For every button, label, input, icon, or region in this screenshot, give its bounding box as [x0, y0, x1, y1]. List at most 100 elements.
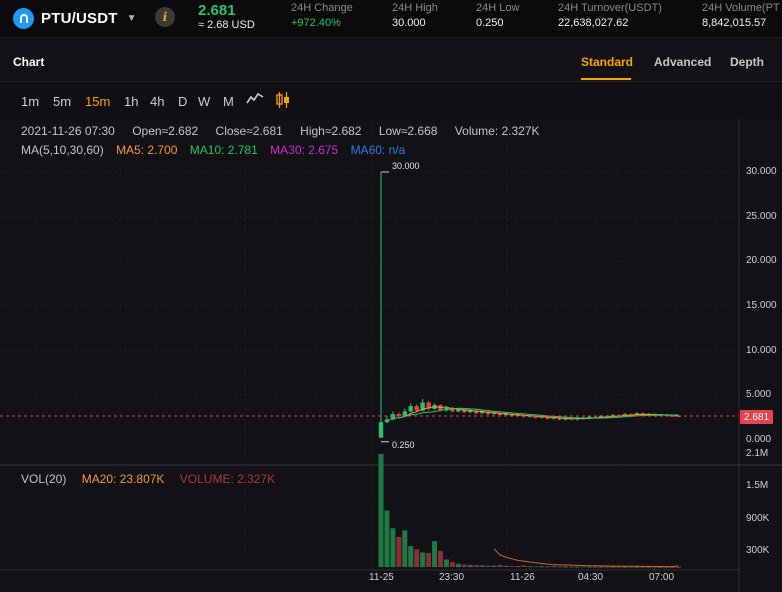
volume-bar: [503, 565, 509, 567]
volume-bar: [491, 565, 497, 567]
candle-body: [557, 417, 562, 420]
tab-depth[interactable]: Depth: [730, 55, 764, 69]
volume-ma20-line: [493, 548, 679, 568]
time-axis-label: 11-25: [369, 572, 394, 583]
ma-label: MA(5,10,30,60): [21, 143, 104, 157]
ma30-value: MA30: 2.675: [270, 143, 339, 157]
volume-bar: [658, 566, 664, 568]
volume-bar: [670, 566, 676, 568]
candle-body: [593, 416, 598, 418]
volume-bar: [551, 566, 557, 568]
time-axis-label: 07:00: [649, 572, 675, 583]
volume-axis-label: 2.1M: [746, 448, 769, 459]
volume-bar: [604, 566, 610, 568]
volume-bar: [509, 565, 515, 567]
current-price-tag: 2.681: [740, 410, 773, 424]
volume-bar: [390, 528, 396, 567]
volume-bar: [676, 566, 681, 568]
info-icon[interactable]: i: [155, 7, 175, 27]
volume-bar: [521, 565, 527, 567]
tab-standard[interactable]: Standard: [581, 55, 634, 69]
volume-bar: [592, 566, 598, 568]
candle-body: [414, 406, 419, 411]
volume-bar: [402, 530, 408, 567]
price-axis-label: 15.000: [746, 300, 777, 311]
price-axis-label: 10.000: [746, 344, 777, 356]
ohlc-time: 2021-11-26 07:30: [21, 124, 115, 138]
ma-legend: MA(5,10,30,60) MA5: 2.700 MA10: 2.781 MA…: [21, 143, 414, 157]
interval-4h[interactable]: 4h: [150, 94, 165, 109]
volume-bar: [408, 546, 414, 567]
candle-body: [533, 415, 538, 418]
candle-body: [491, 413, 497, 415]
ma10-line: [386, 407, 679, 422]
candlestick-chart[interactable]: 30.000 0.250: [0, 119, 782, 592]
interval-m[interactable]: M: [223, 94, 234, 109]
volume-bar: [568, 566, 574, 568]
stat-value: 22,638,027.62: [558, 17, 629, 29]
interval-1h[interactable]: 1h: [124, 94, 139, 109]
line-chart-icon[interactable]: [246, 91, 264, 105]
ma5-line: [386, 406, 679, 422]
volume-bar: [634, 566, 640, 568]
candle-body: [456, 408, 461, 412]
ohlc-open: Open≈2.682: [132, 124, 199, 138]
vol-current-value: VOLUME: 2.327K: [179, 472, 276, 486]
high-low-markers: 30.000 0.250: [381, 161, 420, 450]
candle-body: [378, 422, 384, 438]
stat-24h-volume: 24H Volume(PT 8,842,015.57: [702, 2, 780, 29]
candle-body: [616, 414, 622, 416]
candle-body: [408, 406, 413, 412]
volume-bar: [616, 566, 622, 568]
volume-bar: [586, 566, 592, 568]
candle-body: [420, 402, 425, 411]
candle-body: [426, 402, 431, 409]
chevron-down-icon: ▼: [126, 13, 137, 24]
volume-bar: [640, 566, 646, 568]
ohlc-high: High≈2.682: [300, 124, 362, 138]
volume-bar: [622, 566, 628, 568]
volume-bars-layer: [378, 454, 681, 568]
stat-label: 24H Change: [291, 2, 353, 14]
volume-bar: [598, 566, 604, 568]
volume-bar: [396, 536, 402, 567]
interval-15m[interactable]: 15m: [85, 94, 111, 109]
candle-body: [634, 413, 640, 415]
interval-d[interactable]: D: [178, 94, 188, 109]
candle-body: [497, 413, 503, 415]
stat-label: 24H Low: [476, 2, 520, 14]
volume-axis-label: 900K: [746, 512, 770, 524]
candle-body: [539, 416, 544, 418]
volume-bar: [467, 564, 473, 567]
chart-section-title: Chart: [13, 55, 45, 69]
interval-5m[interactable]: 5m: [53, 94, 72, 109]
pair-selector[interactable]: PTU/USDT ▼: [13, 8, 137, 29]
interval-w[interactable]: W: [198, 94, 211, 109]
candle-body: [396, 414, 402, 416]
interval-1m[interactable]: 1m: [21, 94, 40, 109]
candlestick-icon[interactable]: [276, 91, 290, 109]
candle-body: [503, 414, 509, 416]
tab-advanced[interactable]: Advanced: [654, 55, 712, 69]
candle-body: [402, 411, 407, 416]
stat-label: 24H Volume(PT: [702, 2, 780, 14]
interval-toolbar: 1m 5m 15m 1h 4h D W M: [0, 83, 782, 119]
price-axis-label: 20.000: [746, 255, 777, 267]
approx-usd-price: ≈ 2.68 USD: [198, 19, 255, 31]
stat-label: 24H High: [392, 2, 438, 14]
candle-body: [515, 414, 521, 416]
volume-bar: [646, 566, 652, 568]
candle-body: [640, 413, 645, 415]
ma5-value: MA5: 2.700: [116, 143, 178, 157]
price-axis-label: 30.000: [746, 166, 777, 177]
volume-bar: [574, 566, 580, 568]
volume-bar: [438, 550, 443, 567]
ohlc-low: Low≈2.668: [378, 124, 438, 138]
volume-bar: [420, 552, 426, 567]
ma60-value: MA60: n/a: [350, 143, 406, 157]
candle-body: [474, 410, 479, 414]
time-axis-label: 23:30: [439, 572, 465, 583]
volume-legend: VOL(20) MA20: 23.807K VOLUME: 2.327K: [21, 472, 287, 486]
stat-24h-change: 24H Change +972.40%: [291, 2, 353, 29]
candle-body: [628, 414, 634, 416]
